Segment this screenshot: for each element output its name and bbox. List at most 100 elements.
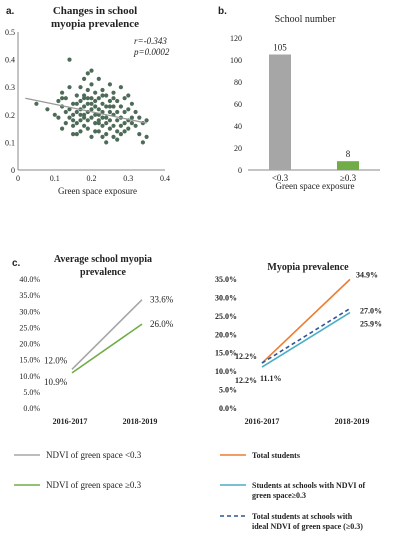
chart-b-bar [269,54,291,170]
chart-a-point [71,101,76,106]
chart-a-point [96,107,101,112]
panel-b-tag: b. [218,6,227,17]
chart-c-data-label: 26.0% [150,319,174,329]
chart-a-point [67,107,72,112]
chart-c-data-label: 12.0% [44,355,68,365]
chart-a-point [100,87,105,93]
chart-a-point [126,126,131,131]
chart-a-point [93,90,98,95]
chart-a-x-tick-label: 0.2 [87,174,97,183]
chart-a-annotation-p: p=0.0002 [133,47,170,57]
chart-b-y-tick-label: 100 [230,56,242,65]
chart-a-point [89,107,94,112]
chart-a-point [96,129,101,134]
chart-a-x-tick-label: 0 [16,174,20,183]
chart-a-point [115,129,120,134]
chart-a-point [63,96,68,101]
chart-a-y-tick-label: 0 [11,166,15,175]
chart-a-point [144,134,149,139]
chart-a-point [34,101,39,106]
chart-a-point [82,104,87,109]
chart-d-y-tick-label: 5.0% [219,386,237,395]
chart-a-point [104,140,109,145]
chart-d-series-line [261,307,351,364]
chart-a-x-axis-label: Green space exposure [58,186,137,196]
chart-c-y-tick-label: 15.0% [19,356,40,365]
chart-c-y-tick-label: 35.0% [19,291,40,300]
panel-c-tag: c. [12,258,21,269]
chart-a-point [60,126,65,131]
chart-a-point [107,98,112,104]
chart-a-point [85,101,90,106]
chart-a-point [89,101,94,106]
chart-c-y-tick-label: 40.0% [19,275,40,284]
chart-a-point [126,107,131,112]
chart-a-point [85,126,90,131]
chart-a-y-tick-label: 0.2 [5,111,15,120]
chart-d-data-label: 27.0% [360,306,382,315]
chart-a-point [74,121,79,126]
chart-a-point [133,123,138,128]
chart-c-series-line [71,323,143,374]
chart-a-point [93,121,98,126]
chart-b-y-tick-label: 120 [230,34,242,43]
chart-a-point [100,123,105,128]
chart-d-legend-label: Total students at schools with [252,512,353,521]
chart-a-point [118,132,123,137]
chart-a-point [78,118,83,123]
chart-d-y-tick-label: 25.0% [215,312,237,321]
chart-b-category-label: ≥0.3 [340,173,357,183]
chart-a-point [107,104,112,109]
chart-a-point [100,101,105,106]
chart-a-point [111,104,116,109]
chart-a-point [107,82,112,87]
chart-a-point [126,93,131,98]
chart-a-point [89,82,94,87]
chart-a-point [78,129,83,134]
chart-a-point [85,96,90,101]
chart-b-title: School number [275,14,336,25]
chart-a-point [85,118,90,123]
chart-a-point [82,112,87,117]
chart-d-data-label: 11.1% [260,374,282,383]
chart-d-series-line [261,278,351,364]
chart-a-point [74,101,79,106]
panel-a-tag: a. [6,6,15,17]
chart-d-legend-label: green space≥0.3 [252,491,306,500]
chart-c-legend-label: NDVI of green space ≥0.3 [46,480,142,490]
chart-a-x-tick-label: 0.4 [160,174,170,183]
chart-a-point [129,115,134,120]
chart-d-y-tick-label: 35.0% [215,275,237,284]
chart-a-point [104,93,109,98]
chart-a-point [52,112,57,117]
chart-c-y-tick-label: 5.0% [23,388,40,397]
chart-a-point [89,134,94,139]
chart-d-legend-label: Total students [252,451,300,460]
chart-a-point [82,76,87,81]
chart-a-point [111,90,116,95]
chart-c-y-tick-label: 0.0% [23,404,40,413]
chart-a-point [60,96,65,101]
chart-a-point [93,112,98,117]
chart-a-point [104,104,109,109]
chart-a-point [63,121,68,126]
chart-a-y-tick-label: 0.4 [5,56,15,65]
chart-c-series-line [71,299,143,370]
chart-b-x-axis-label: Green space exposure [276,181,355,191]
chart-b-y-tick-label: 60 [234,100,242,109]
chart-d-data-label: 34.9% [356,270,378,279]
chart-a-trendline [25,97,147,124]
chart-a-point [107,109,112,115]
chart-a-point [122,109,127,115]
chart-a-point [96,76,101,81]
chart-a-point [100,134,105,139]
chart-a-point [56,115,61,120]
chart-a-point [67,85,72,90]
chart-a-point [82,123,87,128]
chart-a-point [67,115,72,120]
chart-a-point [60,90,65,95]
chart-b-bar [337,161,359,170]
chart-a-point [140,140,145,145]
chart-a-point [144,118,149,123]
